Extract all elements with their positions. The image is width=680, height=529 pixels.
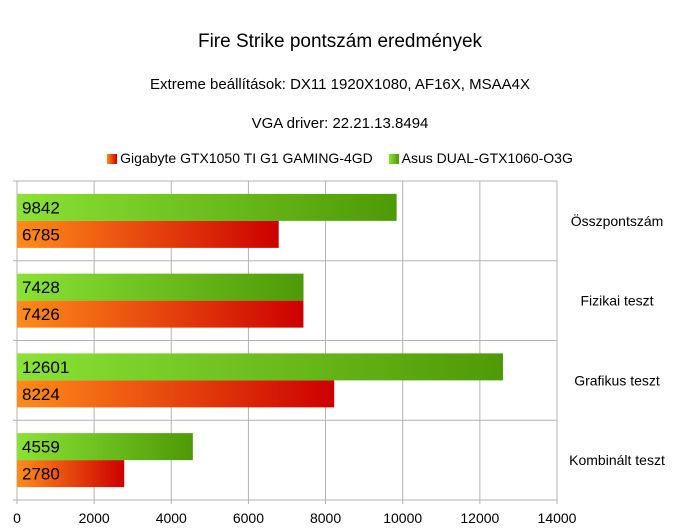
bar-asus bbox=[17, 273, 304, 301]
legend-swatch-gigabyte bbox=[107, 154, 118, 164]
x-tick-label: 0 bbox=[13, 510, 21, 526]
legend-item-asus: Asus DUAL-GTX1060-O3G bbox=[388, 150, 573, 166]
chart-legend: Gigabyte GTX1050 TI G1 GAMING-4GD Asus D… bbox=[0, 150, 680, 166]
category-label: Összpontszám bbox=[571, 212, 664, 229]
legend-item-gigabyte: Gigabyte GTX1050 TI G1 GAMING-4GD bbox=[107, 150, 373, 166]
bar-value-label: 7426 bbox=[22, 305, 60, 324]
x-tick-label: 14000 bbox=[538, 510, 577, 526]
legend-label-asus: Asus DUAL-GTX1060-O3G bbox=[401, 150, 573, 166]
bar-value-label: 2780 bbox=[22, 465, 60, 484]
bar-value-label: 12601 bbox=[22, 358, 69, 377]
bar-gigabyte bbox=[17, 300, 304, 328]
chart-subtitle-settings: Extreme beállítások: DX11 1920X1080, AF1… bbox=[150, 76, 530, 93]
x-tick-label: 6000 bbox=[233, 510, 264, 526]
legend-swatch-asus bbox=[388, 154, 399, 164]
category-label: Kombinált teszt bbox=[569, 452, 665, 468]
bar-value-label: 9842 bbox=[22, 198, 60, 217]
bar-gigabyte bbox=[17, 220, 279, 248]
legend-label-gigabyte: Gigabyte GTX1050 TI G1 GAMING-4GD bbox=[120, 150, 373, 166]
bar-asus bbox=[17, 193, 397, 221]
category-label: Fizikai teszt bbox=[580, 293, 653, 309]
category-label: Grafikus teszt bbox=[574, 372, 660, 388]
x-tick-label: 10000 bbox=[383, 510, 422, 526]
x-tick-label: 12000 bbox=[460, 510, 499, 526]
bar-value-label: 4559 bbox=[22, 438, 60, 457]
x-tick-label: 8000 bbox=[310, 510, 341, 526]
bar-gigabyte bbox=[17, 380, 335, 408]
bar-gigabyte bbox=[17, 460, 125, 488]
chart-title: Fire Strike pontszám eredmények bbox=[197, 31, 483, 52]
bar-asus bbox=[17, 353, 504, 381]
bar-asus bbox=[17, 433, 193, 461]
x-tick-label: 4000 bbox=[156, 510, 187, 526]
bar-value-label: 7428 bbox=[22, 278, 60, 297]
chart-subtitle-driver: VGA driver: 22.21.13.8494 bbox=[251, 115, 429, 132]
x-tick-label: 2000 bbox=[79, 510, 110, 526]
bar-value-label: 8224 bbox=[22, 385, 60, 404]
bar-value-label: 6785 bbox=[22, 225, 60, 244]
